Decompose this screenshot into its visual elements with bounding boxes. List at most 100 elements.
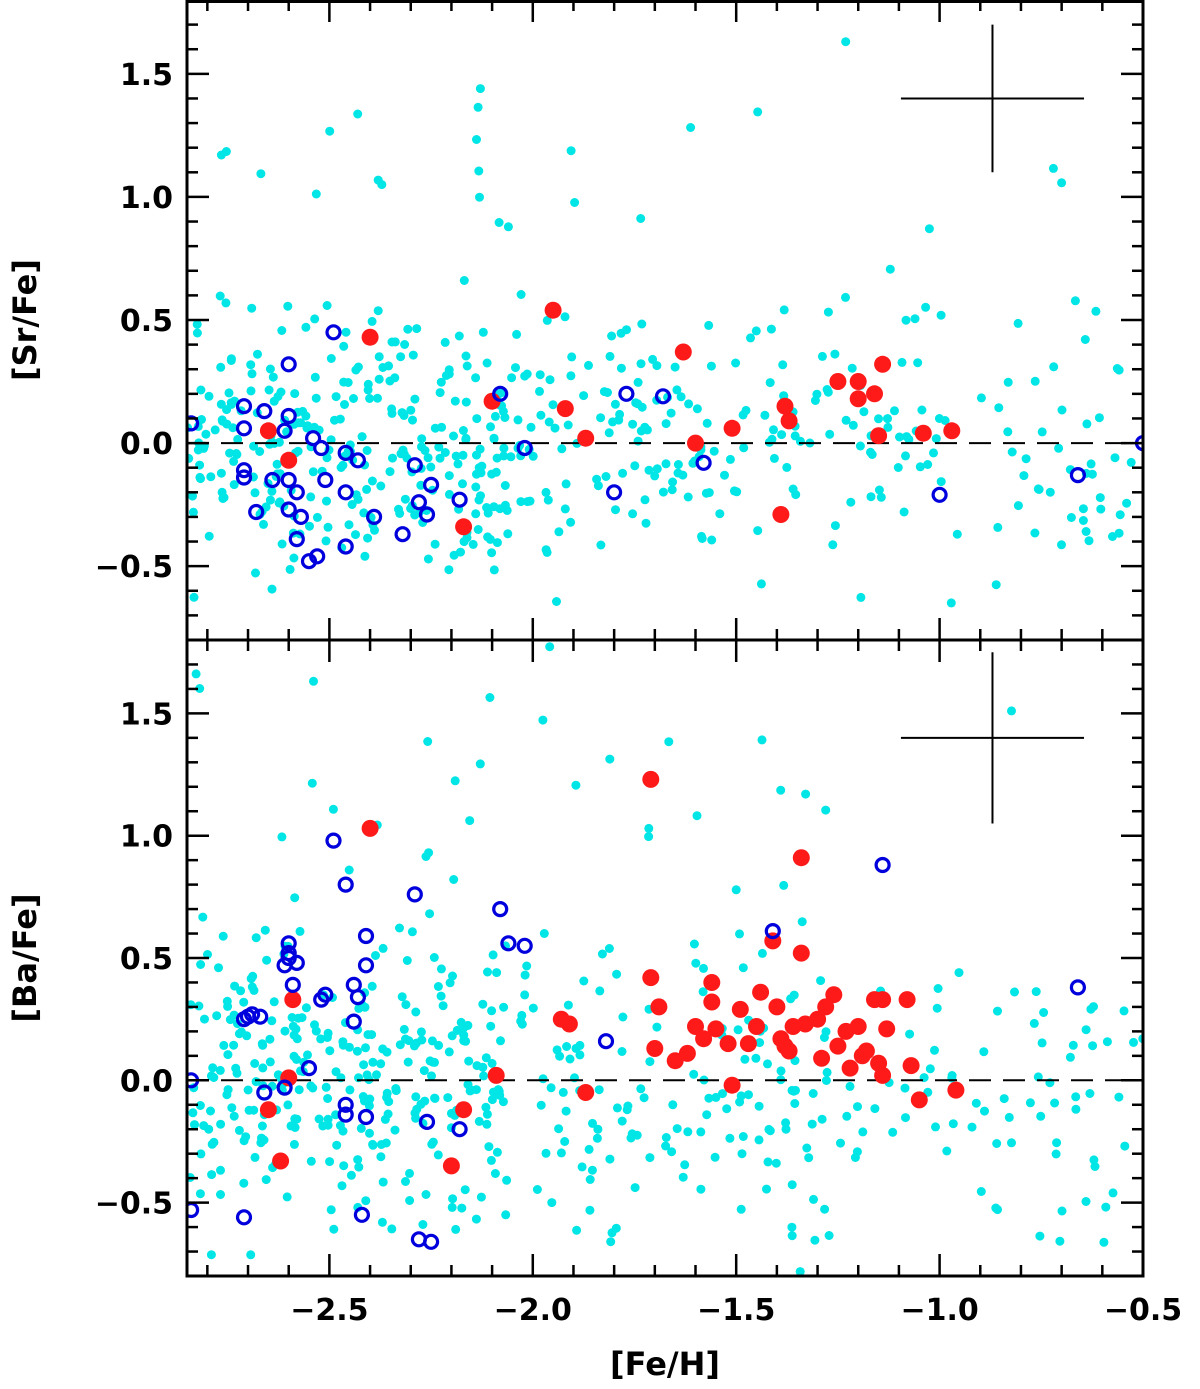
background-point (399, 1024, 409, 1034)
background-point (395, 1040, 405, 1050)
background-point (601, 472, 611, 481)
blue-open-point (1069, 467, 1087, 484)
background-point (390, 337, 400, 347)
background-point (353, 362, 363, 372)
background-point (314, 1114, 324, 1124)
background-point (500, 481, 510, 490)
background-point (810, 1235, 820, 1245)
data-points-layer (187, 24, 1143, 1250)
background-point (644, 465, 654, 475)
y-tick-label: 0.5 (120, 942, 173, 977)
background-point (640, 495, 650, 505)
background-point (196, 474, 205, 484)
background-point (377, 1217, 387, 1227)
blue-open-point (280, 356, 297, 373)
red-filled-point (719, 1035, 737, 1053)
background-point (458, 479, 467, 489)
blue-open-point (280, 935, 297, 952)
red-filled-point (792, 944, 810, 962)
background-point (261, 502, 271, 512)
blue-open-point (280, 471, 297, 489)
background-point (311, 189, 321, 199)
background-point (423, 453, 433, 463)
background-point (222, 996, 232, 1006)
background-point (204, 531, 214, 541)
background-point (216, 1119, 226, 1129)
background-point (475, 759, 485, 769)
red-filled-point (666, 1052, 684, 1070)
background-point (610, 399, 620, 409)
background-point (447, 1202, 457, 1212)
background-point (1030, 528, 1040, 538)
background-point (544, 417, 554, 427)
background-point (427, 1071, 436, 1081)
background-point (755, 1038, 765, 1048)
background-point (188, 507, 198, 517)
background-point (206, 472, 216, 482)
background-point (766, 324, 776, 334)
background-point (277, 539, 287, 549)
background-point (391, 1084, 401, 1093)
background-point (332, 1140, 342, 1150)
background-point (753, 526, 763, 536)
background-point (467, 1085, 477, 1095)
red-filled-point (723, 419, 741, 437)
background-point (895, 432, 904, 442)
red-filled-point (878, 1020, 896, 1038)
background-point (788, 484, 798, 494)
background-point (893, 463, 903, 472)
background-point (652, 464, 662, 474)
background-point (390, 1125, 400, 1135)
background-point (762, 1184, 771, 1194)
background-point (763, 1157, 773, 1167)
background-point (461, 435, 471, 444)
red-filled-point (780, 412, 798, 430)
background-point (575, 1040, 585, 1050)
background-point (605, 1154, 615, 1164)
background-point (781, 1118, 791, 1128)
background-point (435, 453, 445, 463)
background-point (436, 991, 446, 1001)
background-point (486, 1021, 496, 1031)
background-point (196, 385, 206, 395)
blue-open-point (305, 430, 322, 447)
background-point (567, 352, 577, 362)
background-point (323, 1094, 333, 1103)
background-point (588, 1118, 597, 1128)
background-point (807, 1119, 817, 1129)
background-point (661, 459, 671, 469)
background-point (738, 1132, 748, 1141)
red-filled-point (752, 983, 770, 1001)
background-point (444, 471, 454, 481)
background-point (1029, 1018, 1039, 1028)
background-point (297, 1013, 307, 1023)
red-filled-point (874, 1066, 892, 1084)
background-point (195, 1189, 205, 1199)
x-axis-title: [Fe/H] (610, 1345, 720, 1383)
background-point (486, 422, 495, 432)
background-point (1081, 1197, 1091, 1206)
background-point (351, 490, 361, 500)
red-filled-point (577, 429, 595, 447)
background-point (338, 460, 348, 470)
red-filled-point (707, 1020, 725, 1038)
background-point (804, 1153, 814, 1163)
background-point (489, 502, 499, 512)
background-point (1036, 1111, 1046, 1121)
background-point (494, 218, 504, 227)
blue-open-point (288, 530, 305, 548)
background-point (828, 540, 838, 550)
background-point (292, 1034, 302, 1044)
background-point (411, 1007, 421, 1017)
background-point (503, 529, 513, 539)
background-point (848, 420, 858, 430)
background-point (554, 1124, 564, 1134)
background-point (584, 360, 593, 370)
red-filled-point (768, 998, 786, 1016)
blue-open-point (337, 876, 354, 893)
background-point (676, 392, 686, 402)
background-point (492, 968, 502, 978)
y-tick-label: 1.5 (120, 58, 173, 93)
background-point (542, 315, 552, 325)
background-point (790, 431, 800, 441)
